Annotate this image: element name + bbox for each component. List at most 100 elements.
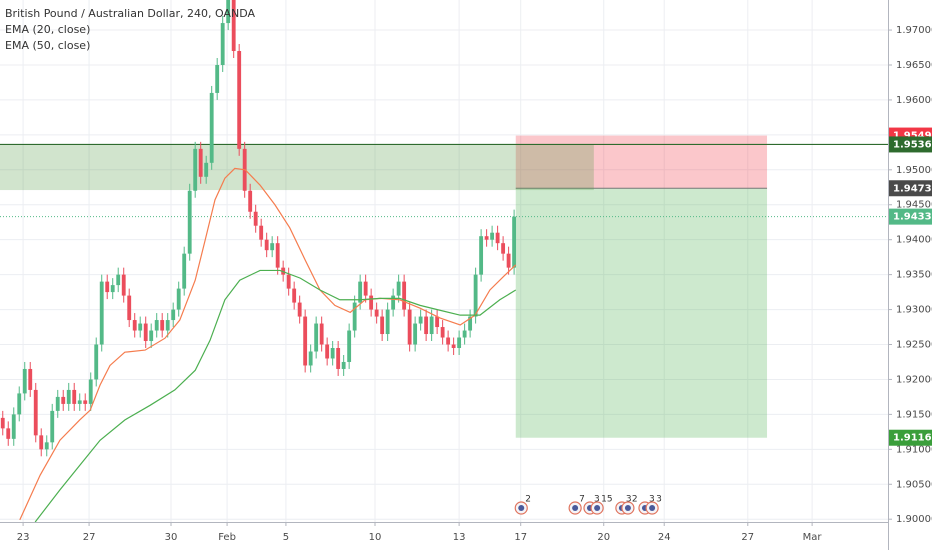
x-tick-label: 23 (17, 532, 30, 543)
candle-body (149, 330, 154, 342)
event-count: 15 (601, 495, 612, 505)
x-tick-label: 27 (83, 532, 96, 543)
candle-body (424, 316, 429, 335)
event-icon-flag (649, 505, 656, 511)
event-count: 2 (632, 495, 638, 505)
candle-body (160, 320, 165, 331)
candle-body (110, 285, 115, 293)
candle-body (198, 148, 203, 177)
candle-body (402, 281, 407, 310)
x-tick-label: 13 (453, 532, 466, 543)
y-tick-label: 1.92500 (896, 340, 932, 351)
candle-body (121, 274, 126, 296)
candle-body (512, 216, 517, 268)
candle-body (6, 428, 11, 439)
legend-entry: EMA (50, close) (5, 39, 90, 52)
x-tick-label: 20 (597, 532, 610, 543)
candle-body (154, 320, 159, 331)
x-tick-label: 17 (514, 532, 527, 543)
price-label-text: 1.95490 (893, 131, 932, 142)
candle-body (61, 396, 66, 404)
candle-body (418, 316, 423, 324)
y-tick-label: 1.94000 (896, 235, 932, 246)
candle-body (204, 162, 209, 177)
x-tick-label: 24 (658, 532, 671, 543)
candle-body (451, 344, 456, 348)
legend-entry: EMA (20, close) (5, 23, 90, 36)
y-tick-label: 1.93000 (896, 305, 932, 316)
candle-body (506, 253, 511, 268)
candle-body (66, 389, 71, 404)
y-tick-label: 1.93500 (896, 270, 932, 281)
candle-body (286, 274, 291, 289)
candle-body (105, 281, 110, 293)
candle-body (28, 368, 33, 390)
candle-body (116, 274, 121, 286)
event-count: 3 (649, 495, 655, 505)
candle-body (143, 323, 148, 342)
time-axis (0, 522, 888, 550)
event-count: 3 (656, 495, 662, 505)
candle-body (72, 389, 77, 404)
candle-body (275, 243, 280, 268)
y-tick-label: 1.90500 (896, 479, 932, 490)
candle-body (468, 316, 473, 331)
candle-body (264, 239, 269, 251)
candle-body (171, 309, 176, 321)
price-label (889, 429, 932, 446)
candle-body (501, 243, 506, 254)
price-axis (888, 0, 932, 550)
candle-body (33, 389, 38, 436)
price-label-text: 1.94330 (893, 212, 932, 223)
x-tick-label: 30 (165, 532, 178, 543)
candle-body (138, 323, 143, 331)
candle-body (308, 351, 313, 366)
candle-body (473, 274, 478, 317)
candle-body (17, 393, 22, 415)
candle-body (347, 330, 352, 362)
candle-body (413, 323, 418, 345)
candle-body (94, 344, 99, 380)
zone (0, 144, 594, 191)
y-tick-label: 1.95000 (896, 165, 932, 176)
target-zone (515, 188, 768, 438)
event-count: 2 (525, 495, 531, 505)
axes: 1.970001.965001.960001.955001.950001.945… (17, 25, 932, 543)
plot-area: 2 7 3 15 3 2 3 3 (0, 0, 888, 522)
candle-body (325, 344, 330, 359)
candle-body (358, 281, 363, 303)
candle-body (22, 368, 27, 394)
candle-body (297, 302, 302, 317)
candle-body (270, 243, 275, 251)
price-label (889, 208, 932, 225)
price-label-text: 1.95363 (893, 139, 932, 150)
candle-body (435, 316, 440, 328)
candle-body (457, 337, 462, 348)
candle-body (132, 320, 137, 331)
ema-line (34, 269, 517, 522)
candle-body (0, 417, 5, 429)
event-icon-flag (518, 505, 525, 511)
candle-body (303, 316, 308, 366)
y-tick-label: 1.92000 (896, 374, 932, 385)
candle-body (55, 396, 60, 411)
candle-body (490, 232, 495, 240)
candle-body (259, 225, 264, 240)
candle-body (319, 323, 324, 345)
candle-body (220, 23, 225, 65)
x-tick-label: Feb (218, 532, 236, 543)
candle-body (193, 148, 198, 191)
event-count: 3 (626, 495, 632, 505)
candle-body (39, 435, 44, 450)
candle-body (187, 190, 192, 254)
candle-body (341, 361, 346, 369)
y-tick-label: 1.97000 (896, 25, 932, 36)
y-tick-label: 1.96500 (896, 60, 932, 71)
candle-body (182, 253, 187, 289)
price-label (889, 180, 932, 197)
grid (0, 0, 888, 522)
candle-body (479, 236, 484, 275)
candle-body (209, 92, 214, 163)
price-label-text: 1.94736 (893, 183, 932, 194)
